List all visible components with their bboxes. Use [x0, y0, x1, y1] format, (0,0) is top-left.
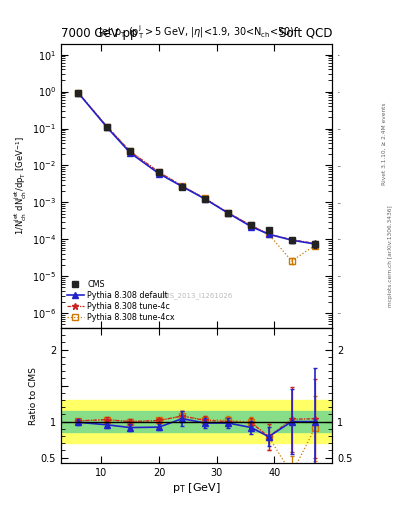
Text: 7000 GeV pp: 7000 GeV pp — [61, 27, 138, 40]
Text: mcplots.cern.ch [arXiv:1306.3436]: mcplots.cern.ch [arXiv:1306.3436] — [388, 205, 393, 307]
Legend: CMS, Pythia 8.308 default, Pythia 8.308 tune-4c, Pythia 8.308 tune-4cx: CMS, Pythia 8.308 default, Pythia 8.308 … — [65, 279, 177, 324]
Text: Jet p$_\mathsf{T}$ (p$^\mathsf{j}_\mathsf{T}$$>$5 GeV, |$\eta$|<1.9, 30<N$_\math: Jet p$_\mathsf{T}$ (p$^\mathsf{j}_\maths… — [98, 23, 295, 40]
Text: Rivet 3.1.10, ≥ 2.4M events: Rivet 3.1.10, ≥ 2.4M events — [382, 102, 387, 185]
Y-axis label: Ratio to CMS: Ratio to CMS — [29, 367, 38, 424]
Text: CMS_2013_I1261026: CMS_2013_I1261026 — [160, 293, 233, 300]
X-axis label: p$_\mathsf{T}$ [GeV]: p$_\mathsf{T}$ [GeV] — [172, 481, 221, 495]
Bar — [61, 411, 332, 432]
Text: Soft QCD: Soft QCD — [279, 27, 332, 40]
Bar — [61, 400, 332, 443]
Y-axis label: 1/N$_{\mathsf{ch}}^{\mathsf{jet}}$ dN$_{\mathsf{ch}}^{\mathsf{jet}}$/dp$_\mathsf: 1/N$_{\mathsf{ch}}^{\mathsf{jet}}$ dN$_{… — [13, 136, 29, 235]
